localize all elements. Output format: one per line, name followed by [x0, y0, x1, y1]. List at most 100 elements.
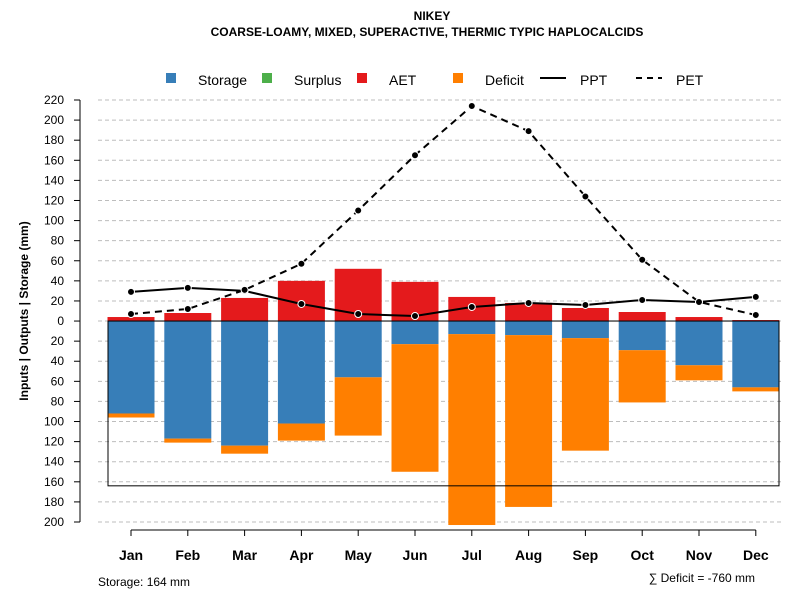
- y-tick-label: 60: [51, 254, 65, 268]
- point-ppt-feb: [183, 283, 192, 292]
- bar-storage-jun: [391, 321, 439, 345]
- bar-deficit-oct: [618, 350, 666, 403]
- point-pet-feb: [183, 304, 192, 313]
- legend-label-storage: Storage: [198, 72, 247, 88]
- x-tick-label-feb: Feb: [175, 547, 200, 563]
- bar-deficit-mar: [221, 445, 269, 454]
- grid-lines: [98, 99, 782, 523]
- point-ppt-oct: [638, 295, 647, 304]
- bar-storage-apr: [277, 321, 325, 424]
- y-tick-label: 20: [51, 294, 65, 308]
- x-tick-label-oct: Oct: [631, 547, 655, 563]
- x-tick-label-dec: Dec: [743, 547, 769, 563]
- point-ppt-apr: [297, 299, 306, 308]
- bar-storage-dec: [732, 321, 780, 388]
- x-tick-label-jul: Jul: [462, 547, 482, 563]
- x-tick-label-jun: Jun: [403, 547, 428, 563]
- legend-swatch-deficit: [453, 73, 463, 83]
- point-ppt-jul: [467, 302, 476, 311]
- y-tick-label: 100: [44, 415, 64, 429]
- legend: Storage Surplus AET Deficit PPT PET: [166, 72, 704, 88]
- point-pet-oct: [638, 255, 647, 264]
- x-tick-label-may: May: [345, 547, 372, 563]
- x-tick-label-sep: Sep: [573, 547, 599, 563]
- legend-label-ppt: PPT: [580, 72, 608, 88]
- bar-deficit-aug: [505, 335, 553, 507]
- y-tick-label: 40: [51, 354, 65, 368]
- legend-label-surplus: Surplus: [294, 72, 341, 88]
- legend-label-deficit: Deficit: [485, 72, 524, 88]
- legend-label-aet: AET: [389, 72, 417, 88]
- y-tick-label: 180: [44, 133, 64, 147]
- bar-deficit-may: [334, 377, 382, 436]
- point-pet-dec: [751, 311, 760, 320]
- legend-swatch-aet: [357, 73, 367, 83]
- y-axis: 2202001801601401201008060402002040608010…: [44, 93, 81, 529]
- deficit-footnote: ∑ Deficit = -760 mm: [649, 571, 755, 585]
- y-tick-label: 200: [44, 113, 64, 127]
- bar-storage-jan: [107, 321, 155, 414]
- y-tick-label: 100: [44, 214, 64, 228]
- bar-deficit-sep: [561, 338, 609, 451]
- line-pet: [130, 104, 757, 316]
- bar-storage-feb: [164, 321, 212, 439]
- bar-aet-oct: [618, 312, 666, 322]
- bar-storage-sep: [561, 321, 609, 339]
- point-pet-jun: [411, 151, 419, 160]
- bar-storage-aug: [505, 321, 553, 336]
- chart-subtitle: COARSE-LOAMY, MIXED, SUPERACTIVE, THERMI…: [211, 25, 644, 39]
- point-pet-aug: [524, 127, 533, 136]
- y-tick-label: 0: [57, 314, 64, 328]
- point-ppt-sep: [581, 300, 590, 309]
- bar-aet-dec: [732, 320, 780, 322]
- bar-deficit-dec: [732, 387, 780, 392]
- bar-deficit-nov: [675, 365, 723, 381]
- legend-label-pet: PET: [676, 72, 704, 88]
- bar-aet-mar: [221, 297, 269, 322]
- y-tick-label: 120: [44, 435, 64, 449]
- bar-deficit-feb: [164, 438, 212, 443]
- bar-deficit-apr: [277, 423, 325, 441]
- bar-deficit-jan: [107, 413, 155, 418]
- point-ppt-jan: [127, 287, 135, 296]
- point-pet-may: [354, 206, 363, 215]
- point-pet-mar: [240, 285, 249, 294]
- point-ppt-jun: [411, 312, 419, 321]
- y-tick-label: 120: [44, 193, 64, 207]
- x-tick-label-aug: Aug: [515, 547, 542, 563]
- y-tick-label: 40: [51, 274, 65, 288]
- y-axis-label: Inputs | Outputs | Storage (mm): [17, 221, 31, 400]
- y-tick-label: 60: [51, 374, 65, 388]
- bar-aet-jan: [107, 317, 155, 322]
- y-tick-label: 140: [44, 455, 64, 469]
- x-tick-label-nov: Nov: [686, 547, 713, 563]
- bar-storage-may: [334, 321, 382, 378]
- bar-storage-mar: [221, 321, 269, 446]
- x-axis: Jan Feb Mar Apr May Jun Jul Aug Sep Oct Nov Dec: [119, 529, 769, 563]
- x-tick-label-apr: Apr: [289, 547, 314, 563]
- y-tick-label: 80: [51, 234, 65, 248]
- point-ppt-aug: [524, 298, 533, 307]
- point-ppt-dec: [751, 292, 760, 301]
- line-ppt: [130, 286, 756, 318]
- point-pet-sep: [581, 192, 590, 201]
- y-tick-label: 160: [44, 153, 64, 167]
- point-pet-apr: [297, 259, 306, 268]
- point-pet-jul: [467, 102, 476, 111]
- bar-aet-aug: [505, 302, 553, 322]
- y-tick-label: 140: [44, 173, 64, 187]
- y-tick-label: 20: [51, 334, 65, 348]
- chart-title: NIKEY: [414, 9, 451, 23]
- x-tick-label-mar: Mar: [232, 547, 257, 563]
- bar-storage-nov: [675, 321, 723, 366]
- bar-deficit-jun: [391, 344, 439, 472]
- bar-aet-sep: [561, 307, 609, 322]
- y-tick-label: 220: [44, 93, 64, 107]
- y-tick-label: 160: [44, 475, 64, 489]
- y-tick-label: 200: [44, 515, 64, 529]
- storage-footnote: Storage: 164 mm: [98, 575, 190, 589]
- bar-storage-jul: [448, 321, 496, 335]
- y-tick-label: 80: [51, 394, 65, 408]
- point-pet-nov: [695, 297, 703, 306]
